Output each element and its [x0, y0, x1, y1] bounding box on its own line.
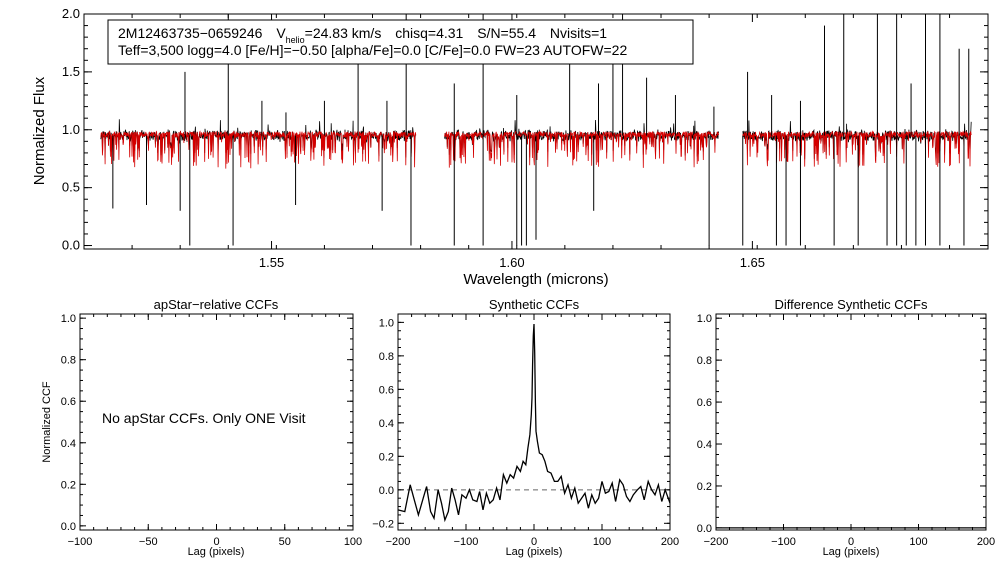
x-tick-label: −200: [704, 536, 729, 548]
observed-spectrum-line: [444, 119, 720, 158]
synthetic-ccf-line: [397, 323, 671, 523]
apstar-title: apStar−relative CCFs: [154, 297, 279, 312]
x-tick-label: −100: [454, 536, 479, 548]
difference-plot-frame: [715, 313, 987, 531]
info-vhelio-subscript: helio: [286, 35, 305, 45]
x-tick-label: 100: [909, 536, 927, 548]
spectrum-ylabel: Normalized Flux: [31, 76, 48, 185]
x-tick-label: 50: [279, 536, 291, 548]
y-tick-label: 0.4: [379, 418, 394, 430]
x-tick-label: −200: [386, 536, 411, 548]
info-chisq: chisq=4.31: [395, 25, 463, 41]
difference-ccf-panel: −200 −100 0 100 200 0.0 0.2 0.4 0.6 0.8 1.0 Differ…: [697, 297, 995, 558]
apstar-no-data-note: No apStar CCFs. Only ONE Visit: [102, 410, 306, 426]
y-tick-label: 1.0: [697, 313, 712, 325]
y-tick-label: 0.5: [62, 180, 80, 195]
x-tick-label: 100: [344, 536, 362, 548]
difference-xlabel: Lag (pixels): [823, 546, 880, 558]
synthetic-data-layer: [397, 323, 671, 523]
info-line-1: 2M12463735−0659246 Vhelio=24.83 km/s chi…: [118, 25, 607, 45]
y-tick-label: 0.8: [379, 351, 394, 363]
x-tick-label: 0: [531, 536, 537, 548]
y-tick-label: 0.6: [61, 396, 76, 408]
spectrum-plot-frame: [83, 13, 989, 250]
y-tick-label: 0.6: [379, 384, 394, 396]
x-tick-label: 1.55: [259, 255, 284, 270]
y-tick-label: 1.0: [379, 317, 394, 329]
synthetic-title: Synthetic CCFs: [489, 297, 580, 312]
y-tick-label: 2.0: [62, 6, 80, 21]
x-tick-label: −50: [139, 536, 158, 548]
info-star-id: 2M12463735−0659246: [118, 25, 263, 41]
y-tick-label: 1.5: [62, 64, 80, 79]
synthetic-ccf-panel: −200 −100 0 100 200 −0.2 0.0 0.2 0.4 0.6 0.8 1.0 Sy…: [372, 297, 679, 558]
y-tick-label: 0.0: [61, 521, 76, 533]
x-tick-label: 200: [977, 536, 995, 548]
y-tick-label: 0.4: [61, 438, 76, 450]
spectrum-xlabel: Wavelength (microns): [463, 271, 608, 288]
y-tick-label: 1.0: [61, 313, 76, 325]
apstar-axes: −100 −50 0 50 100 0.0 0.2 0.4 0.6 0.8 1.0: [61, 313, 362, 548]
info-nvisits: Nvisits=1: [550, 25, 607, 41]
x-tick-label: 1.60: [499, 255, 524, 270]
spectrum-panel: 1.55 1.60 1.65 0.0 0.5 1.0 1.5 2.0 Wavelength (…: [31, 6, 989, 288]
info-box-frame: [107, 19, 694, 65]
y-tick-label: 0.0: [379, 485, 394, 497]
x-tick-label: 200: [661, 536, 679, 548]
x-tick-label: −100: [68, 536, 93, 548]
y-tick-label: 0.8: [697, 355, 712, 367]
x-tick-label: 0: [213, 536, 219, 548]
info-vhelio-prefix: V: [276, 25, 286, 41]
synthetic-spectrum-line: [444, 130, 720, 168]
synthetic-xlabel: Lag (pixels): [506, 546, 563, 558]
y-tick-label: 0.2: [379, 451, 394, 463]
y-tick-label: 0.0: [62, 238, 80, 253]
difference-axes: −200 −100 0 100 200 0.0 0.2 0.4 0.6 0.8 1.0: [697, 313, 995, 548]
x-tick-label: 100: [593, 536, 611, 548]
y-tick-label: 1.0: [62, 122, 80, 137]
apstar-xlabel: Lag (pixels): [188, 546, 245, 558]
y-tick-label: −0.2: [372, 518, 394, 530]
synthetic-spectrum-line: [742, 130, 972, 168]
y-tick-label: 0.0: [697, 523, 712, 535]
x-tick-label: 0: [848, 536, 854, 548]
difference-title: Difference Synthetic CCFs: [775, 297, 928, 312]
apstar-ylabel: Normalized CCF: [41, 381, 53, 463]
y-tick-label: 0.2: [697, 481, 712, 493]
x-tick-label: 1.65: [740, 255, 765, 270]
y-tick-label: 0.4: [697, 439, 712, 451]
info-box: 2M12463735−0659246 Vhelio=24.83 km/s chi…: [107, 19, 694, 65]
x-tick-label: −100: [771, 536, 796, 548]
spectrum-axes: 1.55 1.60 1.65 0.0 0.5 1.0 1.5 2.0: [62, 6, 988, 270]
y-tick-label: 0.6: [697, 397, 712, 409]
y-tick-label: 0.2: [61, 479, 76, 491]
y-tick-label: 0.8: [61, 355, 76, 367]
synthetic-axes: −200 −100 0 100 200 −0.2 0.0 0.2 0.4 0.6 0.8 1.0: [372, 313, 679, 548]
apstar-ccf-panel: −100 −50 0 50 100 0.0 0.2 0.4 0.6 0.8 1.0 apStar−r…: [41, 297, 362, 558]
info-vhelio-value: =24.83 km/s: [305, 25, 382, 41]
info-sn: S/N=55.4: [477, 25, 536, 41]
synthetic-spectrum-line: [100, 130, 417, 169]
info-line-2: Teff=3,500 logg=4.0 [Fe/H]=−0.50 [alpha/…: [118, 42, 627, 58]
